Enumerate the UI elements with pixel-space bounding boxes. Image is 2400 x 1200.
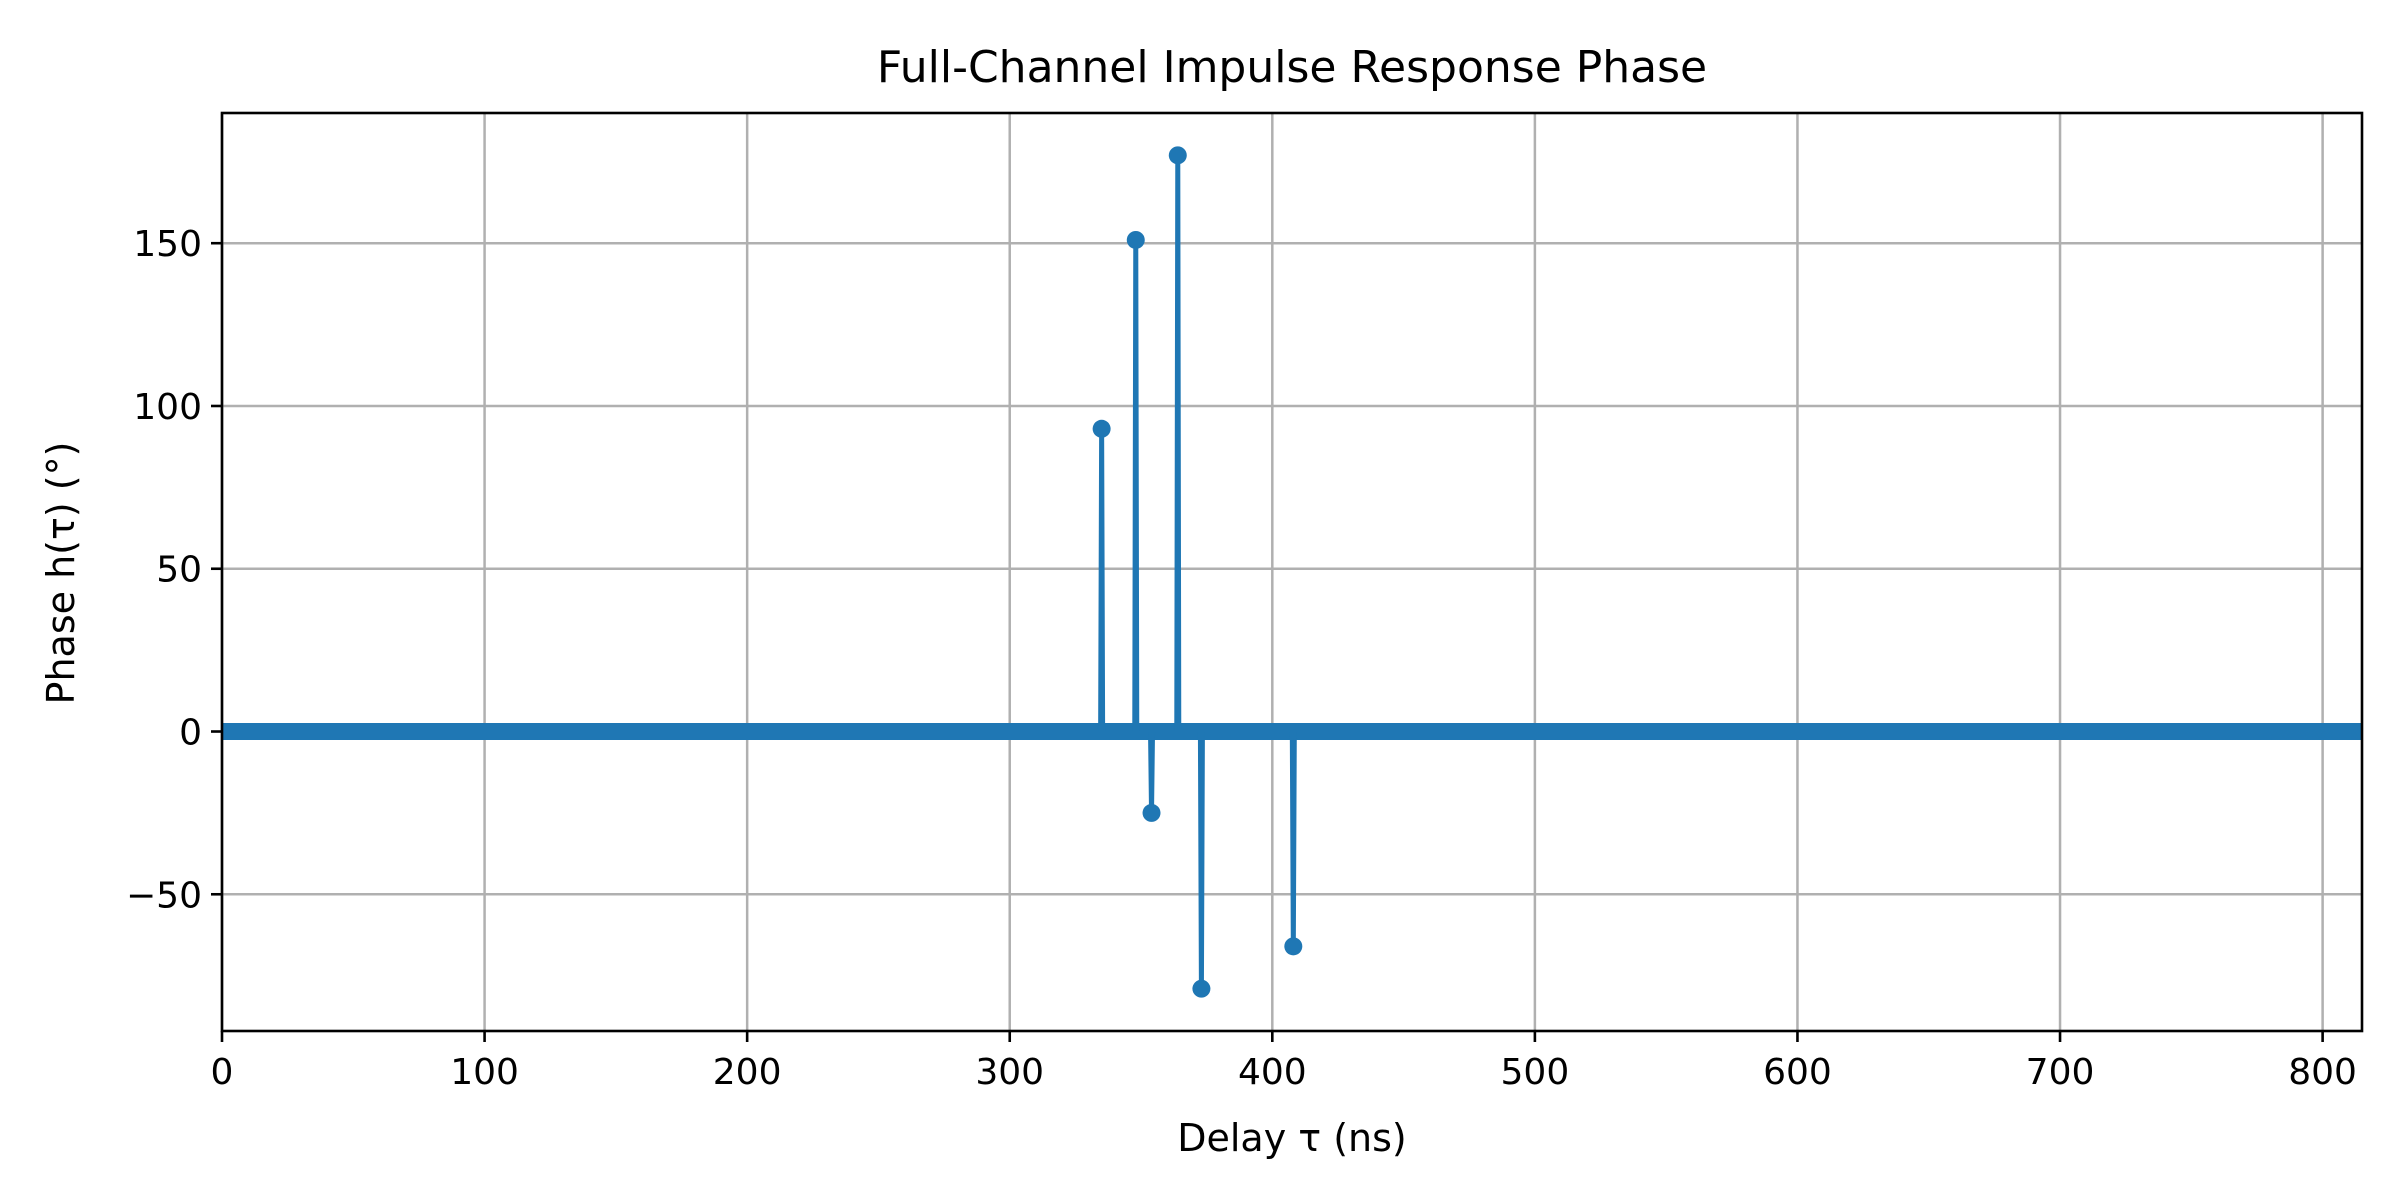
- stem-line: [1148, 731, 1156, 816]
- data-point: [1168, 146, 1187, 165]
- stem-line: [1197, 731, 1205, 992]
- stem-line: [1289, 731, 1297, 949]
- x-tick-label: 800: [2288, 1052, 2357, 1093]
- x-tick-label: 400: [1238, 1052, 1307, 1093]
- stem-line: [1174, 152, 1182, 732]
- stem-line: [1132, 237, 1140, 732]
- data-layer: [1092, 146, 1303, 998]
- y-tick-label: −50: [126, 875, 202, 916]
- x-tick-label: 0: [211, 1052, 234, 1093]
- data-point: [1092, 419, 1111, 438]
- data-point: [1142, 803, 1161, 822]
- stem-line: [1098, 426, 1106, 732]
- y-tick-label: 150: [133, 224, 202, 265]
- y-tick-label: 50: [156, 550, 202, 591]
- data-point: [1126, 230, 1145, 249]
- y-axis-label: Phase h(τ) (°): [39, 442, 83, 705]
- plot-frame: [220, 111, 2364, 1033]
- chart-title: Full-Channel Impulse Response Phase: [877, 42, 1707, 93]
- x-tick-label: 500: [1501, 1052, 1570, 1093]
- ticks-layer: 0 100 200 300 400 500 600 700 800 −50 0 50 100 150: [126, 224, 2357, 1093]
- x-tick-label: 100: [450, 1052, 519, 1093]
- x-tick-label: 200: [713, 1052, 782, 1093]
- x-tick-label: 700: [2026, 1052, 2095, 1093]
- x-tick-label: 600: [1763, 1052, 1832, 1093]
- data-point: [1284, 937, 1303, 956]
- x-tick-label: 300: [975, 1052, 1044, 1093]
- data-point: [1192, 979, 1211, 998]
- y-tick-label: 100: [133, 387, 202, 428]
- x-axis-label: Delay τ (ns): [1177, 1116, 1407, 1160]
- y-tick-label: 0: [179, 713, 202, 754]
